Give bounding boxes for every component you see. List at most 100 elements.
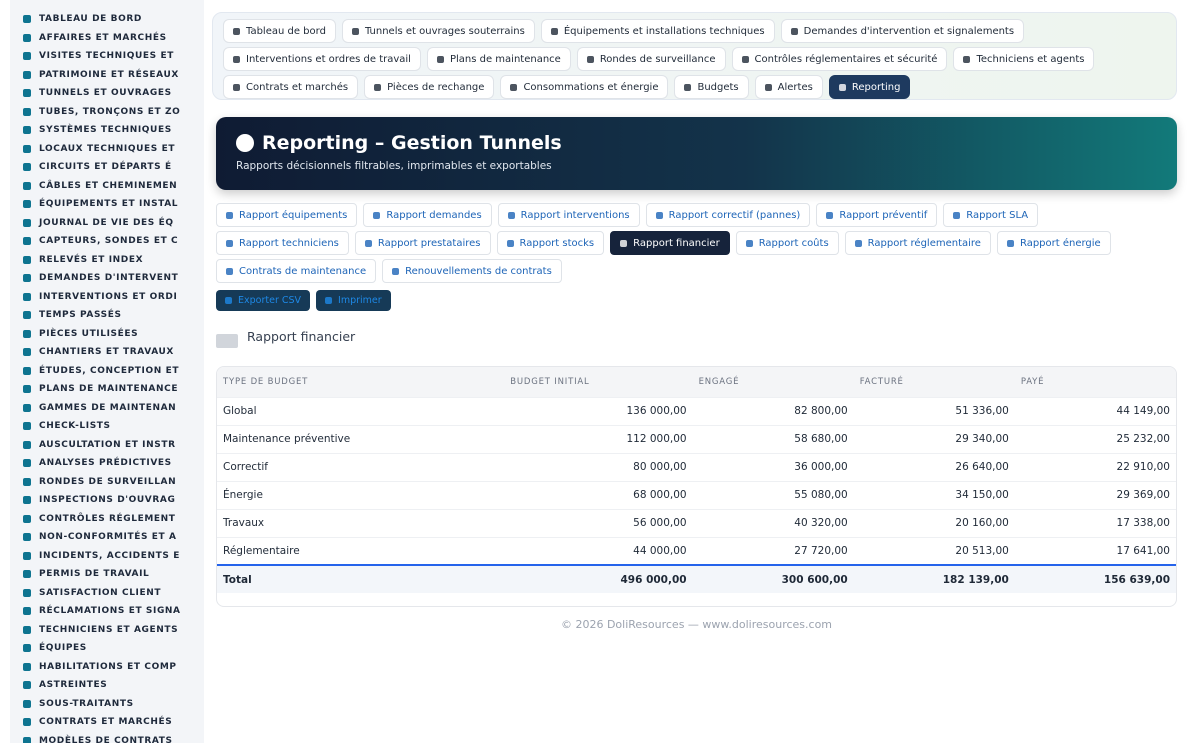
sidebar-item[interactable]: CIRCUITS ET DÉPARTS É [10, 158, 204, 177]
sidebar-item[interactable]: TUBES, TRONÇONS ET ZO [10, 103, 204, 122]
report-tab[interactable]: Rapport interventions [497, 203, 640, 227]
table-row: Travaux 56 000,00 40 320,00 20 160,00 17 338… [217, 508, 1176, 537]
report-tab[interactable]: Rapport techniciens [216, 231, 349, 255]
report-tab[interactable]: Rapport financier [610, 231, 730, 255]
table-cell: 136 000,00 [504, 396, 693, 425]
nav-tab[interactable]: Pièces de rechange [364, 75, 495, 99]
table-row: Correctif 80 000,00 36 000,00 26 640,00 22 9… [217, 452, 1176, 481]
nav-tab[interactable]: Techniciens et agents [953, 47, 1095, 71]
sidebar-item[interactable]: TABLEAU DE BORD [10, 10, 204, 29]
sidebar-item[interactable]: PATRIMOINE ET RÉSEAUX [10, 66, 204, 85]
footer: © 2026 DoliResources — www.doliresources… [560, 618, 833, 631]
nav-tab[interactable]: Interventions et ordres de travail [223, 47, 421, 71]
table-cell: 55 080,00 [692, 480, 854, 509]
sidebar-item[interactable]: CHANTIERS ET TRAVAUX [10, 343, 204, 362]
table-cell: 34 150,00 [853, 480, 1015, 509]
sidebar-item[interactable]: PIÈCES UTILISÉES [10, 325, 204, 344]
report-tab[interactable]: Rapport équipements [216, 203, 358, 227]
nav-tab[interactable]: Demandes d'intervention et signalements [780, 19, 1025, 43]
action-button[interactable]: Imprimer [316, 290, 391, 311]
report-tab[interactable]: Rapport réglementaire [844, 231, 991, 255]
nav-tab[interactable]: Tableau de bord [223, 19, 336, 43]
sidebar-item[interactable]: RÉCLAMATIONS ET SIGNA [10, 602, 204, 621]
sidebar-item[interactable]: CÂBLES ET CHEMINEMEN [10, 177, 204, 196]
table-cell: 20 160,00 [853, 508, 1015, 537]
nav-tab[interactable]: Alertes [754, 75, 823, 99]
nav-tab[interactable]: Rondes de surveillance [576, 47, 726, 71]
table-cell: 40 320,00 [692, 508, 854, 537]
sidebar-item[interactable]: ÉTUDES, CONCEPTION ET [10, 362, 204, 381]
report-tab[interactable]: Rapport énergie [996, 231, 1111, 255]
nav-tab[interactable]: Consommations et énergie [500, 75, 669, 99]
total-row: Total 496 000,00 300 600,00 182 139,00 156 6… [217, 564, 1176, 593]
sidebar-item[interactable]: ASTREINTES [10, 676, 204, 695]
table-cell: Correctif [217, 452, 505, 481]
column-header: BUDGET INITIAL [504, 367, 693, 397]
total-cell: 156 639,00 [1014, 564, 1176, 593]
sidebar-item[interactable]: TUNNELS ET OUVRAGES [10, 84, 204, 103]
column-header: TYPE DE BUDGET [217, 367, 505, 397]
total-cell: 182 139,00 [853, 564, 1015, 593]
report-tab[interactable]: Rapport stocks [496, 231, 605, 255]
sidebar-item[interactable]: TECHNICIENS ET AGENTS [10, 621, 204, 640]
sidebar-item[interactable]: INSPECTIONS D'OUVRAG [10, 491, 204, 510]
sidebar-item[interactable]: GAMMES DE MAINTENAN [10, 399, 204, 418]
report-tab[interactable]: Rapport coûts [735, 231, 839, 255]
sidebar-item[interactable]: AFFAIRES ET MARCHÉS [10, 29, 204, 48]
sidebar-item[interactable]: HABILITATIONS ET COMP [10, 658, 204, 677]
report-tab[interactable]: Rapport prestataires [354, 231, 491, 255]
table-row: Énergie 68 000,00 55 080,00 34 150,00 29 369… [217, 480, 1176, 509]
table-cell: 44 000,00 [504, 536, 693, 565]
sidebar-item[interactable]: AUSCULTATION ET INSTR [10, 436, 204, 455]
sidebar-item[interactable]: PLANS DE MAINTENANCE [10, 380, 204, 399]
table-cell: 36 000,00 [692, 452, 854, 481]
table-cell: 29 369,00 [1014, 480, 1176, 509]
sidebar-item[interactable]: ANALYSES PRÉDICTIVES [10, 454, 204, 473]
sidebar-item[interactable]: ÉQUIPEMENTS ET INSTAL [10, 195, 204, 214]
sidebar-item[interactable]: RELEVÉS ET INDEX [10, 251, 204, 270]
nav-tab[interactable]: Tunnels et ouvrages souterrains [341, 19, 535, 43]
action-button[interactable]: Exporter CSV [216, 290, 311, 311]
sidebar-item[interactable]: INTERVENTIONS ET ORDI [10, 288, 204, 307]
sidebar-item[interactable]: CHECK-LISTS [10, 417, 204, 436]
table-cell: Énergie [217, 480, 505, 509]
sidebar-item[interactable]: MODÈLES DE CONTRATS [10, 732, 204, 743]
table-row: Réglementaire 44 000,00 27 720,00 20 513,00… [217, 536, 1176, 565]
table-cell: 20 513,00 [853, 536, 1015, 565]
table-cell: 44 149,00 [1014, 396, 1176, 425]
sidebar-item[interactable]: SATISFACTION CLIENT [10, 584, 204, 603]
table-cell: 68 000,00 [504, 480, 693, 509]
sidebar-item[interactable]: CONTRATS ET MARCHÉS [10, 713, 204, 732]
nav-tab[interactable]: Contrôles réglementaires et sécurité [731, 47, 948, 71]
nav-tab[interactable]: Reporting [828, 75, 911, 99]
sidebar-item[interactable]: CONTRÔLES RÉGLEMENT [10, 510, 204, 529]
sidebar-item[interactable]: INCIDENTS, ACCIDENTS E [10, 547, 204, 566]
report-tab[interactable]: Rapport préventif [816, 203, 938, 227]
sidebar-item[interactable]: PERMIS DE TRAVAIL [10, 565, 204, 584]
sidebar-item[interactable]: LOCAUX TECHNIQUES ET [10, 140, 204, 159]
sidebar-item[interactable]: SYSTÈMES TECHNIQUES [10, 121, 204, 140]
report-tab[interactable]: Rapport SLA [943, 203, 1039, 227]
table-cell: 51 336,00 [853, 396, 1015, 425]
sidebar-item[interactable]: TEMPS PASSÉS [10, 306, 204, 325]
nav-tab[interactable]: Contrats et marchés [223, 75, 359, 99]
nav-tab[interactable]: Budgets [674, 75, 749, 99]
report-tab[interactable]: Rapport correctif (pannes) [645, 203, 811, 227]
sidebar-item[interactable]: ÉQUIPES [10, 639, 204, 658]
nav-tab[interactable]: Équipements et installations techniques [540, 19, 775, 43]
report-tab[interactable]: Contrats de maintenance [216, 259, 377, 283]
table-row: Maintenance préventive 112 000,00 58 680,0… [217, 424, 1176, 453]
table-cell: 56 000,00 [504, 508, 693, 537]
report-tab[interactable]: Renouvellements de contrats [382, 259, 562, 283]
sidebar-item[interactable]: SOUS-TRAITANTS [10, 695, 204, 714]
sidebar-item[interactable]: NON-CONFORMITÉS ET A [10, 528, 204, 547]
sidebar-item[interactable]: RONDES DE SURVEILLAN [10, 473, 204, 492]
table-card: TYPE DE BUDGET BUDGET INITIAL ENGAGÉ FACTUR… [216, 366, 1177, 607]
nav-tab[interactable]: Plans de maintenance [426, 47, 571, 71]
sidebar-item[interactable]: DEMANDES D'INTERVENT [10, 269, 204, 288]
sidebar-item[interactable]: JOURNAL DE VIE DES ÉQ [10, 214, 204, 233]
report-tab[interactable]: Rapport demandes [363, 203, 492, 227]
sidebar-item[interactable]: VISITES TECHNIQUES ET [10, 47, 204, 66]
sidebar-item[interactable]: CAPTEURS, SONDES ET C [10, 232, 204, 251]
